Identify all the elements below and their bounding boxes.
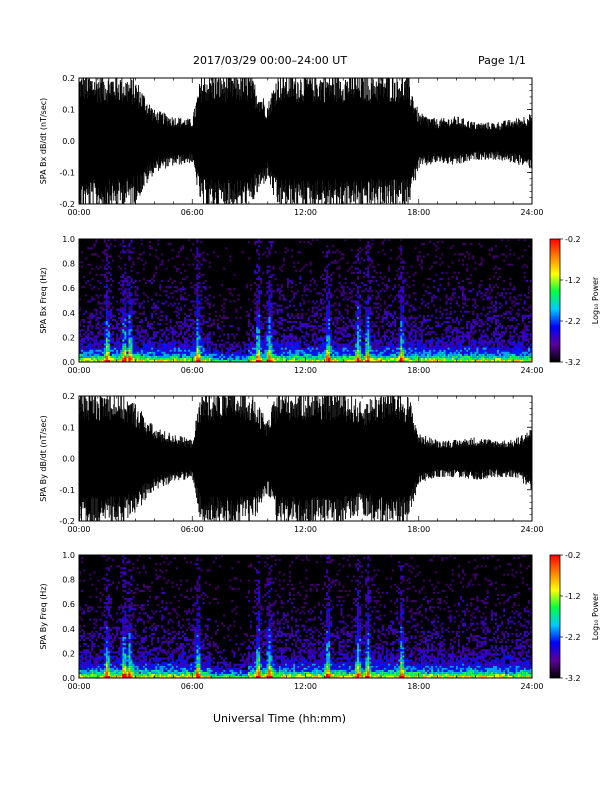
x-tick-label: 18:00 <box>407 366 430 375</box>
y-tick-label: 0.8 <box>62 260 75 269</box>
chart-panel-1: 0.2 0.1 0.0 -0.1 -0.200:00 06:00 12:00 18:00 24:… <box>39 74 544 217</box>
colorbar-title: Log₁₀ Power <box>591 592 600 640</box>
chart-panel-4: 1.0 0.8 0.6 0.4 0.2 0.000:00 06:00 12:00 18:00 24… <box>39 551 544 691</box>
heatmap-cells <box>79 555 532 672</box>
colorbar-2: -0.2 -1.2 -2.2 -3.2 Log₁₀ Power <box>549 551 600 683</box>
page-title: 2017/03/29 00:00–24:00 UT <box>193 54 348 67</box>
chart-panel-2: 1.0 0.8 0.6 0.4 0.2 0.000:00 06:00 12:00 18:00 24… <box>39 235 544 375</box>
colorbar-tick-label: -2.2 <box>565 633 581 642</box>
x-tick-label: 24:00 <box>520 366 543 375</box>
y-tick-label: -0.2 <box>59 200 75 209</box>
heatmap-cells <box>79 555 532 674</box>
heatmap-cells <box>105 673 405 678</box>
colorbar-tick-label: -0.2 <box>565 551 581 560</box>
y-axis-title: SPA Bx Freq (Hz) <box>39 267 48 333</box>
colorbar-1: -0.2 -1.2 -2.2 -3.2 Log₁₀ Power <box>549 235 600 367</box>
y-tick-label: 0.6 <box>62 284 75 293</box>
x-tick-label: 06:00 <box>181 366 204 375</box>
y-axis-title: SPA Bx dB/dt (nT/sec) <box>39 98 48 185</box>
colorbar-tick-label: -2.2 <box>565 317 581 326</box>
y-tick-label: 0.8 <box>62 576 75 585</box>
heatmap-cells <box>79 239 532 352</box>
colorbar-tick-label: -3.2 <box>565 358 581 367</box>
x-tick-label: 00:00 <box>67 682 90 691</box>
heatmap-cells <box>105 357 403 362</box>
y-tick-label: 0.2 <box>62 333 75 342</box>
x-tick-label: 00:00 <box>67 525 90 534</box>
x-tick-label: 06:00 <box>181 525 204 534</box>
x-tick-label: 06:00 <box>181 682 204 691</box>
colorbar-tick-label: -0.2 <box>565 235 581 244</box>
heatmap-cells <box>79 661 520 678</box>
y-tick-label: -0.1 <box>59 169 75 178</box>
colorbar-scale <box>549 554 561 679</box>
page-number: Page 1/1 <box>478 54 526 67</box>
heatmap-cells <box>83 667 530 678</box>
x-tick-label: 24:00 <box>520 525 543 534</box>
y-tick-label: 0.4 <box>62 625 75 634</box>
x-tick-label: 06:00 <box>181 208 204 217</box>
x-tick-label: 24:00 <box>520 208 543 217</box>
series-line <box>79 396 532 521</box>
colorbar-scale <box>549 238 561 363</box>
y-tick-label: -0.2 <box>59 517 75 526</box>
colorbar-tick-label: -1.2 <box>565 592 581 601</box>
heatmap-cells <box>85 351 533 362</box>
y-tick-label: 0.1 <box>62 106 75 115</box>
x-tick-label: 18:00 <box>407 525 430 534</box>
colorbar-tick-label: -1.2 <box>565 276 581 285</box>
x-tick-label: 12:00 <box>294 525 317 534</box>
y-tick-label: 0.0 <box>62 358 75 367</box>
x-tick-label: 12:00 <box>294 208 317 217</box>
heatmap-cells <box>79 239 532 358</box>
x-tick-label: 24:00 <box>520 682 543 691</box>
y-tick-label: 1.0 <box>62 235 75 244</box>
x-tick-label: 18:00 <box>407 208 430 217</box>
x-tick-label: 12:00 <box>294 366 317 375</box>
y-tick-label: 0.2 <box>62 74 75 83</box>
y-tick-label: 0.6 <box>62 600 75 609</box>
series-line <box>79 78 532 204</box>
colorbar-tick-label: -3.2 <box>565 674 581 683</box>
x-axis-title: Universal Time (hh:mm) <box>213 712 346 725</box>
y-tick-label: 0.1 <box>62 423 75 432</box>
y-tick-label: 0.2 <box>62 392 75 401</box>
y-tick-label: 1.0 <box>62 551 75 560</box>
heatmap-cells <box>81 306 532 362</box>
x-tick-label: 00:00 <box>67 366 90 375</box>
y-axis-title: SPA By dB/dt (nT/sec) <box>39 415 48 502</box>
y-tick-label: -0.1 <box>59 486 75 495</box>
x-tick-label: 12:00 <box>294 682 317 691</box>
y-axis-title: SPA By Freq (Hz) <box>39 583 48 649</box>
y-tick-label: 0.2 <box>62 649 75 658</box>
y-tick-label: 0.0 <box>62 674 75 683</box>
y-tick-label: 0.4 <box>62 309 75 318</box>
y-tick-label: 0.0 <box>62 455 75 464</box>
heatmap-cells <box>83 655 533 678</box>
y-tick-label: 0.0 <box>62 137 75 146</box>
colorbar-title: Log₁₀ Power <box>591 276 600 324</box>
x-tick-label: 18:00 <box>407 682 430 691</box>
x-tick-label: 00:00 <box>67 208 90 217</box>
chart-panel-3: 0.2 0.1 0.0 -0.1 -0.200:00 06:00 12:00 18:00 24:… <box>39 392 544 534</box>
